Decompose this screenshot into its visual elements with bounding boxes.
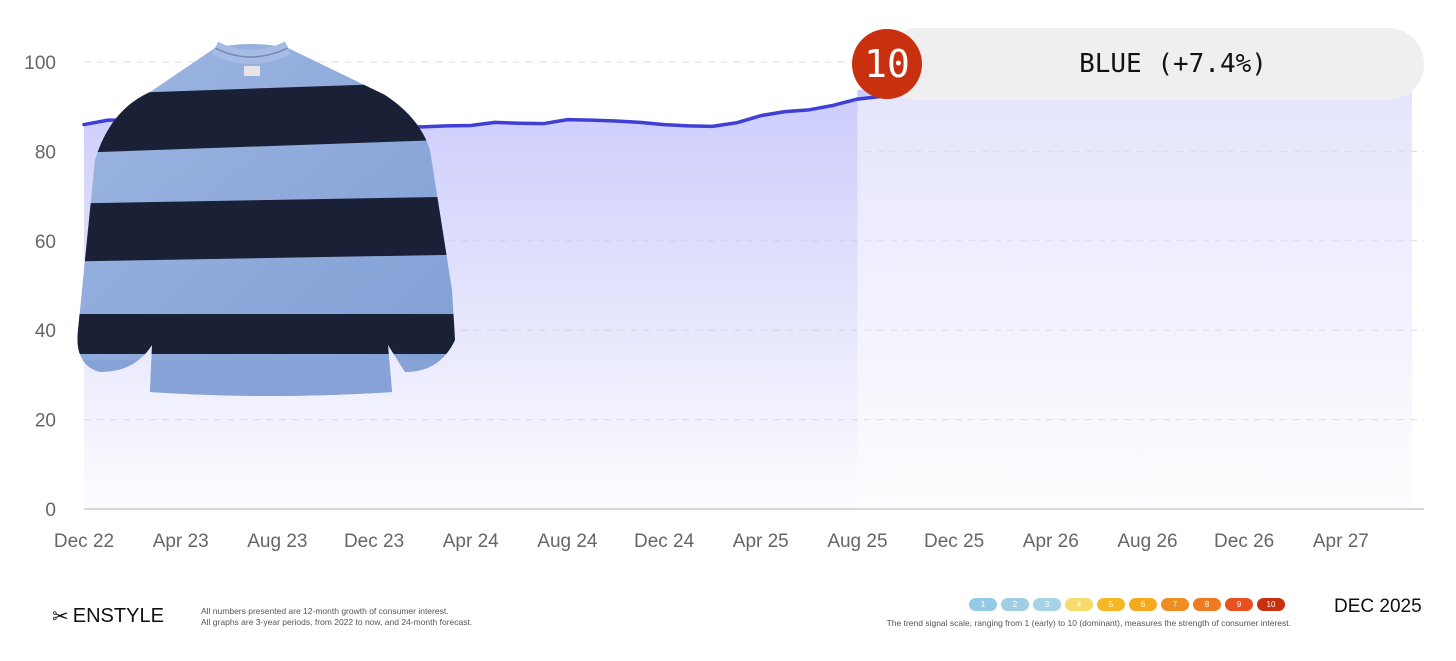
y-tick-label: 80 bbox=[35, 142, 56, 163]
x-tick-label: Aug 23 bbox=[247, 531, 307, 552]
sweater-image bbox=[77, 41, 455, 396]
trend-scale: 1 2 3 4 5 6 7 8 9 10 bbox=[969, 598, 1289, 611]
badge-pill: BLUE (+7.4%) bbox=[882, 28, 1424, 100]
scale-level-7: 7 bbox=[1161, 598, 1189, 611]
x-tick-label: Aug 26 bbox=[1117, 531, 1177, 552]
y-tick-label: 60 bbox=[35, 232, 56, 253]
scale-level-3: 3 bbox=[1033, 598, 1061, 611]
x-tick-label: Apr 24 bbox=[443, 531, 499, 552]
scale-caption: The trend signal scale, ranging from 1 (… bbox=[886, 618, 1291, 628]
x-tick-label: Dec 22 bbox=[54, 531, 114, 552]
x-tick-label: Apr 23 bbox=[153, 531, 209, 552]
y-tick-label: 0 bbox=[45, 500, 56, 521]
scissors-icon: ✂ bbox=[52, 606, 69, 628]
y-tick-label: 40 bbox=[35, 321, 56, 342]
x-tick-label: Dec 25 bbox=[924, 531, 984, 552]
scale-level-8: 8 bbox=[1193, 598, 1221, 611]
badge-score: 10 bbox=[852, 29, 922, 99]
x-tick-label: Dec 23 bbox=[344, 531, 404, 552]
footer-note-2: All graphs are 3-year periods, from 2022… bbox=[201, 617, 473, 627]
x-tick-label: Apr 25 bbox=[733, 531, 789, 552]
footer-note-1: All numbers presented are 12-month growt… bbox=[201, 606, 449, 616]
y-tick-label: 100 bbox=[24, 53, 56, 74]
x-tick-label: Aug 24 bbox=[537, 531, 598, 552]
x-tick-label: Apr 27 bbox=[1313, 531, 1369, 552]
x-axis: Dec 22 Apr 23 Aug 23 Dec 23 Apr 24 Aug 24 Dec … bbox=[54, 531, 1369, 552]
y-axis: 0 20 40 60 80 100 bbox=[24, 53, 56, 521]
x-tick-label: Dec 24 bbox=[634, 531, 695, 552]
scale-level-10: 10 bbox=[1257, 598, 1285, 611]
scale-level-6: 6 bbox=[1129, 598, 1157, 611]
x-tick-label: Apr 26 bbox=[1023, 531, 1079, 552]
y-tick-label: 20 bbox=[35, 411, 56, 432]
scale-level-1: 1 bbox=[969, 598, 997, 611]
trend-chart: 0 20 40 60 80 100 Dec 22 Apr 23 Aug 23 Dec 23 Apr… bbox=[24, 41, 1424, 552]
scale-level-5: 5 bbox=[1097, 598, 1125, 611]
x-tick-label: Dec 26 bbox=[1214, 531, 1274, 552]
footer-notes: All numbers presented are 12-month growt… bbox=[201, 606, 472, 628]
scale-level-2: 2 bbox=[1001, 598, 1029, 611]
scale-level-4: 4 bbox=[1065, 598, 1093, 611]
forecast-area bbox=[857, 89, 1412, 510]
x-tick-label: Aug 25 bbox=[827, 531, 887, 552]
brand-logo: ✂ ENSTYLE bbox=[52, 604, 164, 629]
trend-badge: BLUE (+7.4%) 10 bbox=[852, 28, 1424, 100]
brand-name: ENSTYLE bbox=[72, 605, 164, 627]
scale-level-9: 9 bbox=[1225, 598, 1253, 611]
report-date: DEC 2025 bbox=[1334, 596, 1422, 617]
badge-label: BLUE (+7.4%) bbox=[1079, 49, 1267, 79]
